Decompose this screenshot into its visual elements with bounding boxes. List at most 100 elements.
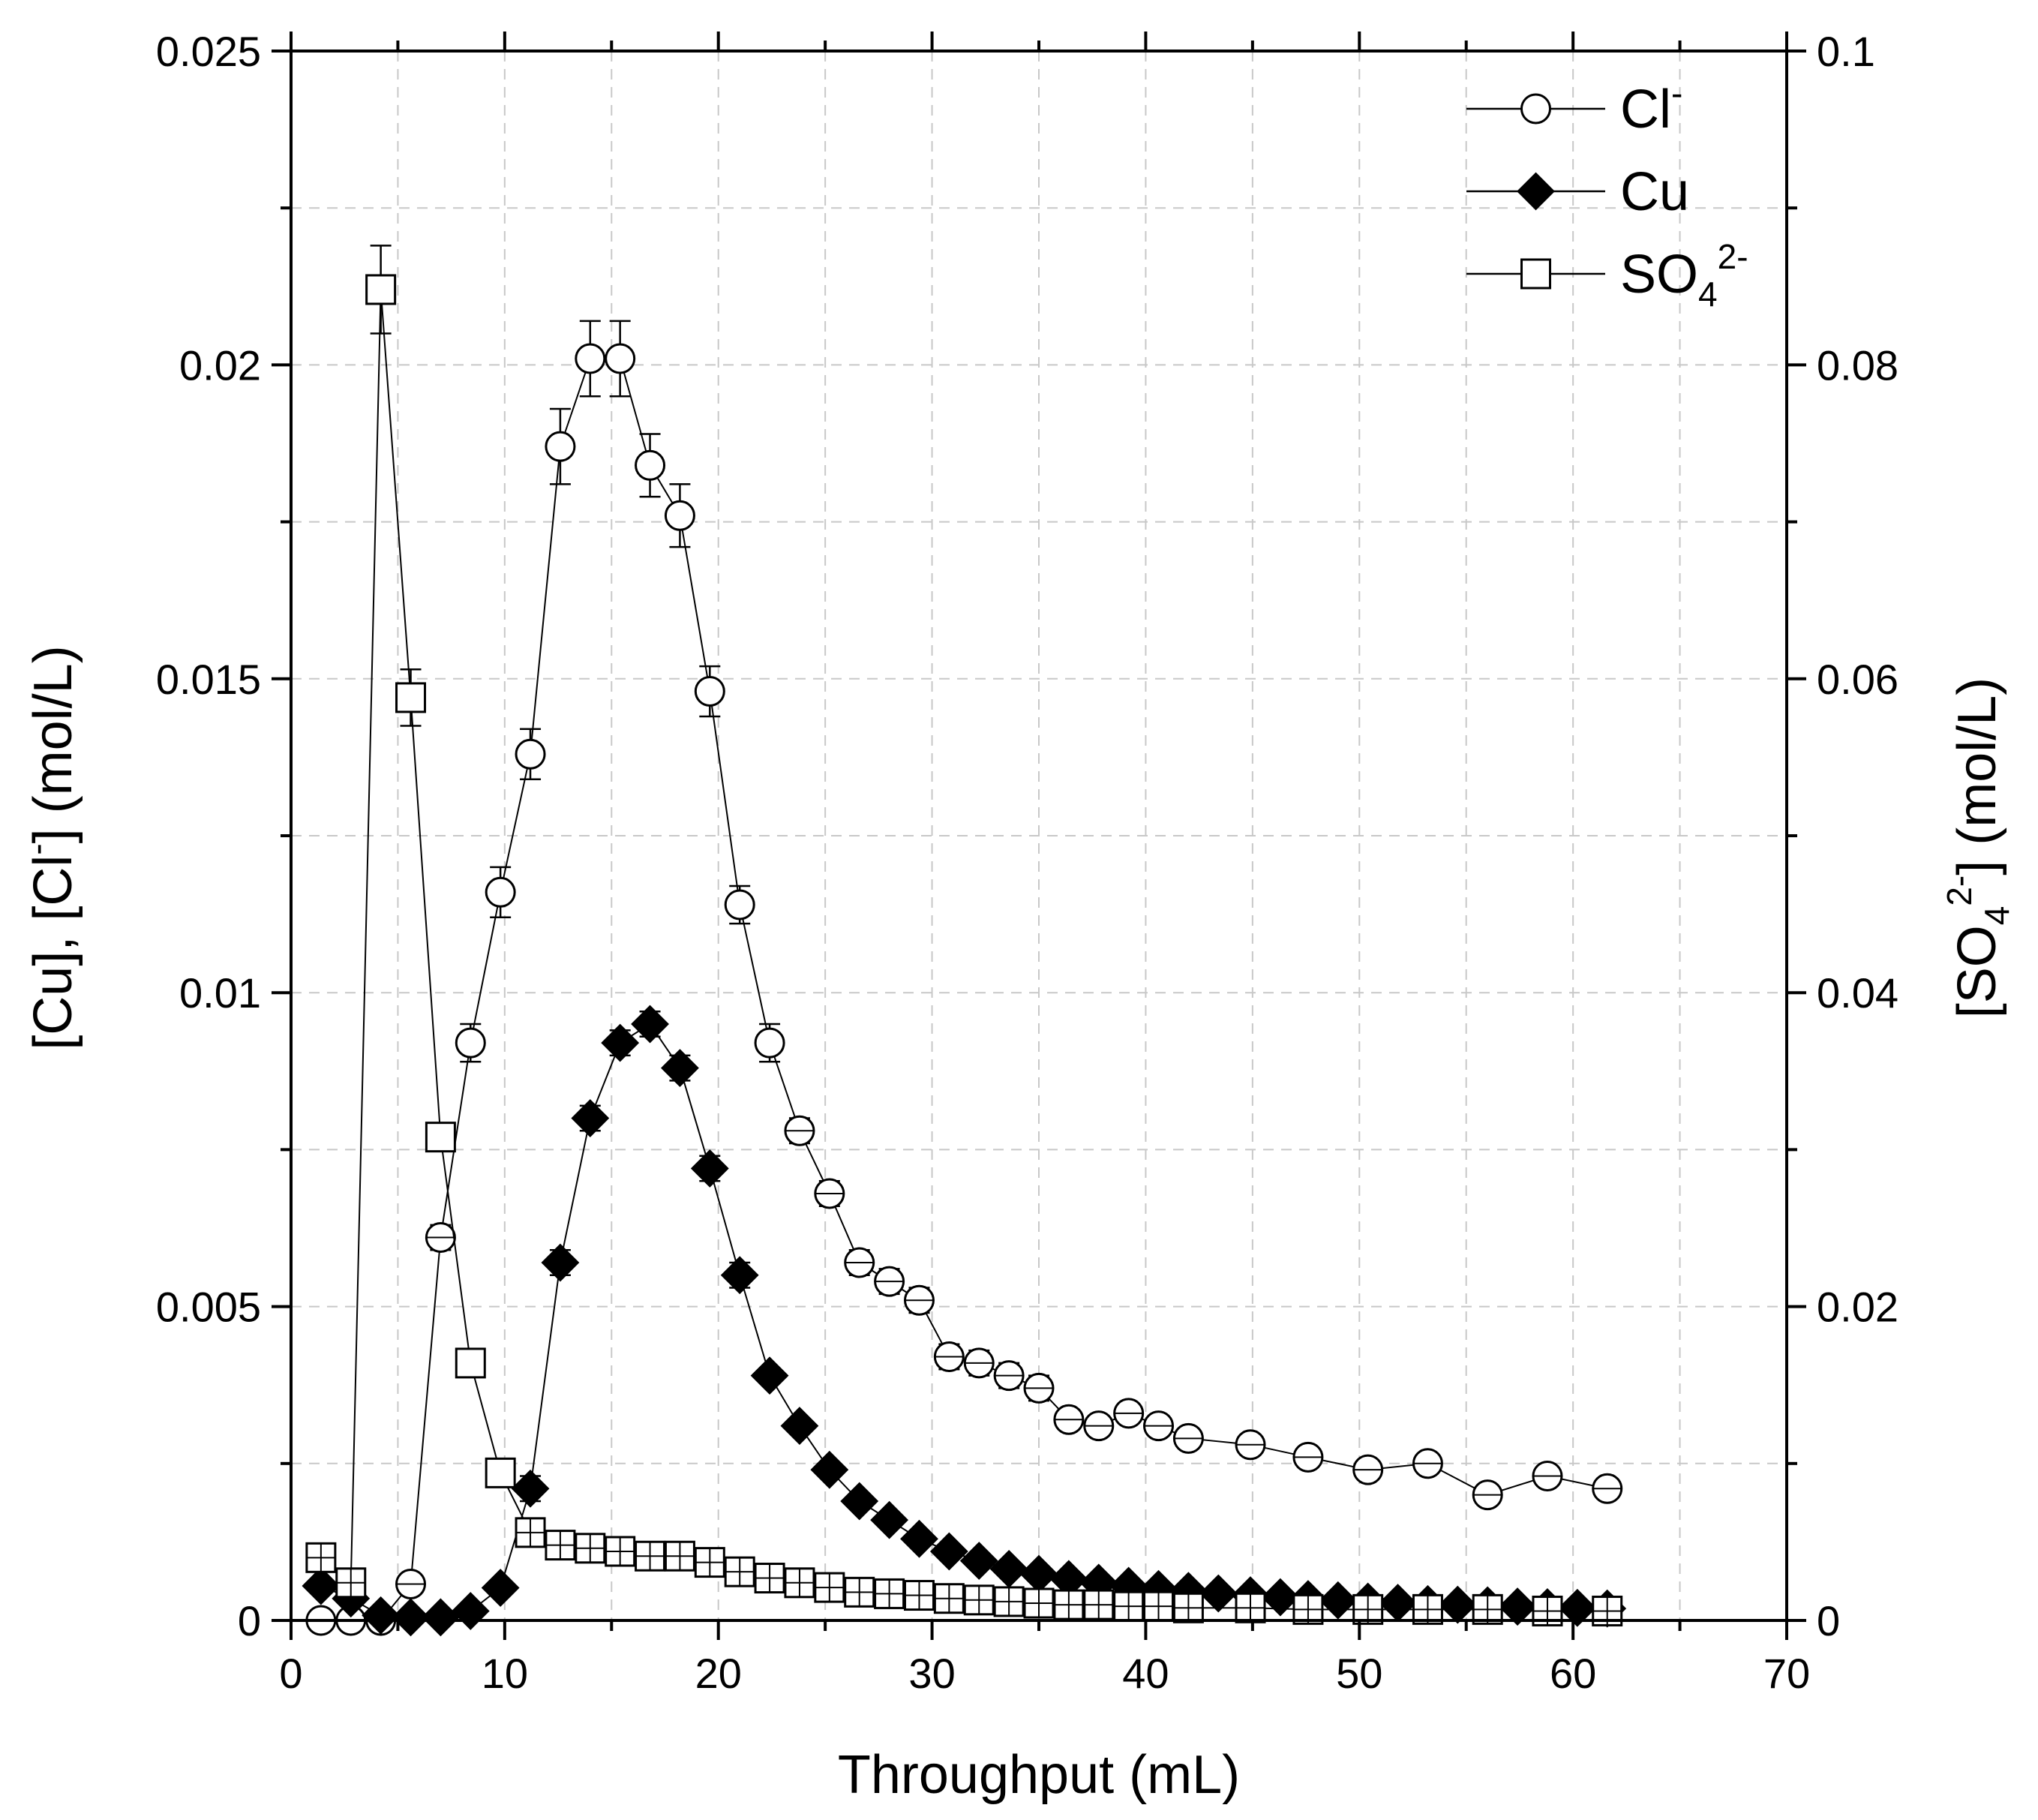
data-point-Cl-: [724, 889, 755, 921]
data-point-Cu: [392, 1598, 430, 1637]
legend-marker: [1517, 172, 1555, 211]
data-point-Cu: [750, 1356, 789, 1395]
legend-item-Cl-: Cl-: [1466, 74, 1682, 140]
y-left-tick-label: 0: [238, 1597, 261, 1644]
data-point-Cu: [1558, 1588, 1597, 1627]
y-left-tick-label: 0.025: [156, 28, 261, 75]
data-point-Cu: [690, 1149, 729, 1188]
legend-label-text: SO: [1620, 245, 1698, 305]
data-point-Cl-: [545, 431, 576, 462]
data-point-SO42-: [455, 1347, 486, 1379]
data-point-Cu: [840, 1482, 879, 1521]
data-point-SO42-: [485, 1457, 516, 1488]
legend-label-superscript: 2-: [1718, 237, 1748, 276]
legend-item-Cu: Cu: [1466, 162, 1689, 222]
y-right-tick-label: 0.1: [1817, 28, 1875, 75]
data-point-Cu: [929, 1532, 968, 1571]
data-point-Cu: [720, 1256, 759, 1295]
y-right-tick-label: 0.06: [1817, 656, 1898, 703]
y-left-title-part-2: ] (mol/L): [23, 645, 83, 843]
y-right-title-part-2: ] (mol/L): [1947, 677, 2007, 875]
data-point-Cu: [661, 1049, 699, 1088]
series-Cl-: [305, 320, 1623, 1636]
data-point-Cu: [362, 1596, 401, 1635]
series-line-SO42-: [320, 289, 1607, 1612]
y-axis-right-title: [SO42-] (mol/L): [1940, 677, 2016, 1019]
legend-item-SO42-: SO42-: [1466, 237, 1748, 314]
data-point-Cl-: [694, 676, 725, 707]
data-point-SO42-: [395, 682, 427, 713]
y-left-tick-label: 0.01: [179, 969, 261, 1017]
x-tick-label: 10: [482, 1650, 528, 1697]
x-tick-label: 0: [279, 1650, 302, 1697]
data-point-SO42-: [425, 1122, 456, 1153]
x-tick-label: 50: [1336, 1650, 1382, 1697]
data-point-Cu: [900, 1519, 938, 1558]
legend-label-superscript: -: [1671, 74, 1682, 113]
axis-ticks: 0 10 20 30 40 50 60 7000.0050.010.0150.020.0250…: [156, 28, 1898, 1697]
y-left-tick-label: 0.02: [179, 341, 261, 389]
series-line-Cu: [320, 1023, 1607, 1618]
data-point-Cu: [959, 1542, 998, 1580]
y-right-title-part-1: [SO: [1947, 925, 2007, 1018]
data-point-Cu: [631, 1005, 669, 1044]
data-point-Cl-: [575, 343, 606, 374]
y-left-tick-label: 0.015: [156, 656, 261, 703]
data-point-Cu: [1019, 1554, 1058, 1593]
data-point-Cu: [989, 1549, 1028, 1588]
legend: Cl- Cu SO42-: [1466, 74, 1748, 314]
legend-label-text: Cu: [1620, 162, 1689, 222]
y-left-title-superscript: -: [17, 843, 56, 854]
data-point-Cl-: [455, 1027, 486, 1059]
data-point-Cl-: [635, 449, 666, 481]
data-point-Cu: [1261, 1578, 1300, 1617]
y-right-tick-label: 0.02: [1817, 1284, 1898, 1331]
legend-label-text: Cl: [1620, 80, 1671, 140]
data-point-Cl-: [664, 500, 695, 531]
y-right-title-subscript: 4: [1977, 906, 2016, 926]
data-point-Cl-: [515, 738, 546, 770]
y-right-tick-label: 0.08: [1817, 341, 1898, 389]
x-axis-title: Throughput (mL): [838, 1745, 1240, 1805]
data-point-Cl-: [605, 343, 636, 374]
x-tick-label: 70: [1763, 1650, 1810, 1697]
x-tick-label: 20: [695, 1650, 742, 1697]
y-left-title-part-1: [Cu], [Cl: [23, 855, 83, 1050]
y-right-tick-label: 0: [1817, 1597, 1840, 1644]
y-right-tick-label: 0.04: [1817, 969, 1898, 1017]
data-point-Cu: [601, 1023, 640, 1062]
data-point-Cu: [1199, 1574, 1238, 1613]
data-point-Cu: [1438, 1585, 1477, 1624]
x-tick-label: 40: [1122, 1650, 1169, 1697]
x-tick-label: 30: [908, 1650, 955, 1697]
data-point-Cu: [780, 1407, 819, 1446]
x-tick-label: 60: [1550, 1650, 1596, 1697]
data-point-Cl-: [754, 1027, 785, 1059]
plot-area: [302, 245, 1627, 1637]
data-point-Cu: [511, 1469, 550, 1508]
data-point-SO42-: [365, 274, 397, 305]
data-point-Cu: [451, 1592, 490, 1630]
data-point-Cu: [421, 1598, 460, 1637]
legend-label: SO42-: [1620, 237, 1748, 314]
grid: [291, 51, 1787, 1620]
data-point-Cu: [870, 1500, 909, 1539]
y-left-tick-label: 0.005: [156, 1284, 261, 1331]
legend-label: Cl-: [1620, 74, 1682, 140]
legend-label-subscript: 4: [1698, 275, 1718, 314]
y-axis-left-title: [Cu], [Cl-] (mol/L): [17, 645, 83, 1050]
data-point-Cu: [541, 1243, 580, 1282]
y-right-title-superscript: 2-: [1940, 875, 1979, 906]
series-line-Cl-: [320, 358, 1607, 1621]
legend-marker: [1520, 93, 1551, 125]
legend-marker: [1520, 258, 1551, 290]
data-point-Cu: [1498, 1587, 1537, 1626]
data-point-Cu: [571, 1099, 610, 1137]
data-point-Cu: [302, 1566, 341, 1605]
data-point-Cl-: [485, 876, 516, 908]
legend-label: Cu: [1620, 162, 1689, 222]
data-point-Cu: [810, 1450, 849, 1489]
data-point-Cu: [481, 1569, 520, 1607]
series-SO42-: [305, 245, 1623, 1626]
